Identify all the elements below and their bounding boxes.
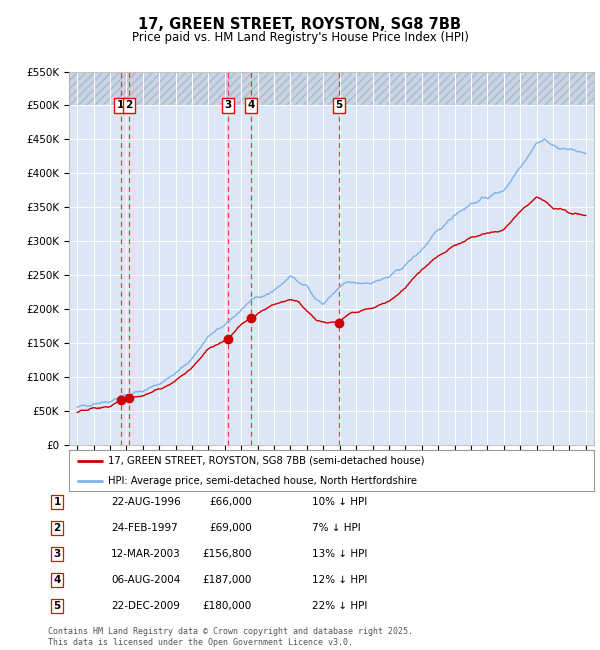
Text: 1: 1	[117, 101, 124, 111]
Text: £69,000: £69,000	[209, 523, 252, 533]
Text: 5: 5	[53, 601, 61, 611]
Text: £180,000: £180,000	[203, 601, 252, 611]
Text: 24-FEB-1997: 24-FEB-1997	[111, 523, 178, 533]
Text: 22-AUG-1996: 22-AUG-1996	[111, 497, 181, 507]
Text: £187,000: £187,000	[203, 575, 252, 585]
Text: 06-AUG-2004: 06-AUG-2004	[111, 575, 181, 585]
Text: Contains HM Land Registry data © Crown copyright and database right 2025.
This d: Contains HM Land Registry data © Crown c…	[48, 627, 413, 647]
Bar	[69, 68, 594, 105]
Text: HPI: Average price, semi-detached house, North Hertfordshire: HPI: Average price, semi-detached house,…	[109, 476, 418, 486]
Text: 17, GREEN STREET, ROYSTON, SG8 7BB: 17, GREEN STREET, ROYSTON, SG8 7BB	[139, 16, 461, 32]
Text: £156,800: £156,800	[203, 549, 252, 559]
Text: 22% ↓ HPI: 22% ↓ HPI	[312, 601, 367, 611]
Text: 3: 3	[224, 101, 232, 111]
Text: 7% ↓ HPI: 7% ↓ HPI	[312, 523, 361, 533]
Text: 12% ↓ HPI: 12% ↓ HPI	[312, 575, 367, 585]
Text: 5: 5	[335, 101, 343, 111]
Text: 17, GREEN STREET, ROYSTON, SG8 7BB (semi-detached house): 17, GREEN STREET, ROYSTON, SG8 7BB (semi…	[109, 456, 425, 465]
Text: 4: 4	[53, 575, 61, 585]
Text: Price paid vs. HM Land Registry's House Price Index (HPI): Price paid vs. HM Land Registry's House …	[131, 31, 469, 44]
Text: 13% ↓ HPI: 13% ↓ HPI	[312, 549, 367, 559]
Text: 1: 1	[53, 497, 61, 507]
Text: 2: 2	[125, 101, 133, 111]
Text: 10% ↓ HPI: 10% ↓ HPI	[312, 497, 367, 507]
Text: £66,000: £66,000	[209, 497, 252, 507]
Text: 12-MAR-2003: 12-MAR-2003	[111, 549, 181, 559]
Text: 22-DEC-2009: 22-DEC-2009	[111, 601, 180, 611]
Text: 2: 2	[53, 523, 61, 533]
Text: 3: 3	[53, 549, 61, 559]
Text: 4: 4	[247, 101, 255, 111]
